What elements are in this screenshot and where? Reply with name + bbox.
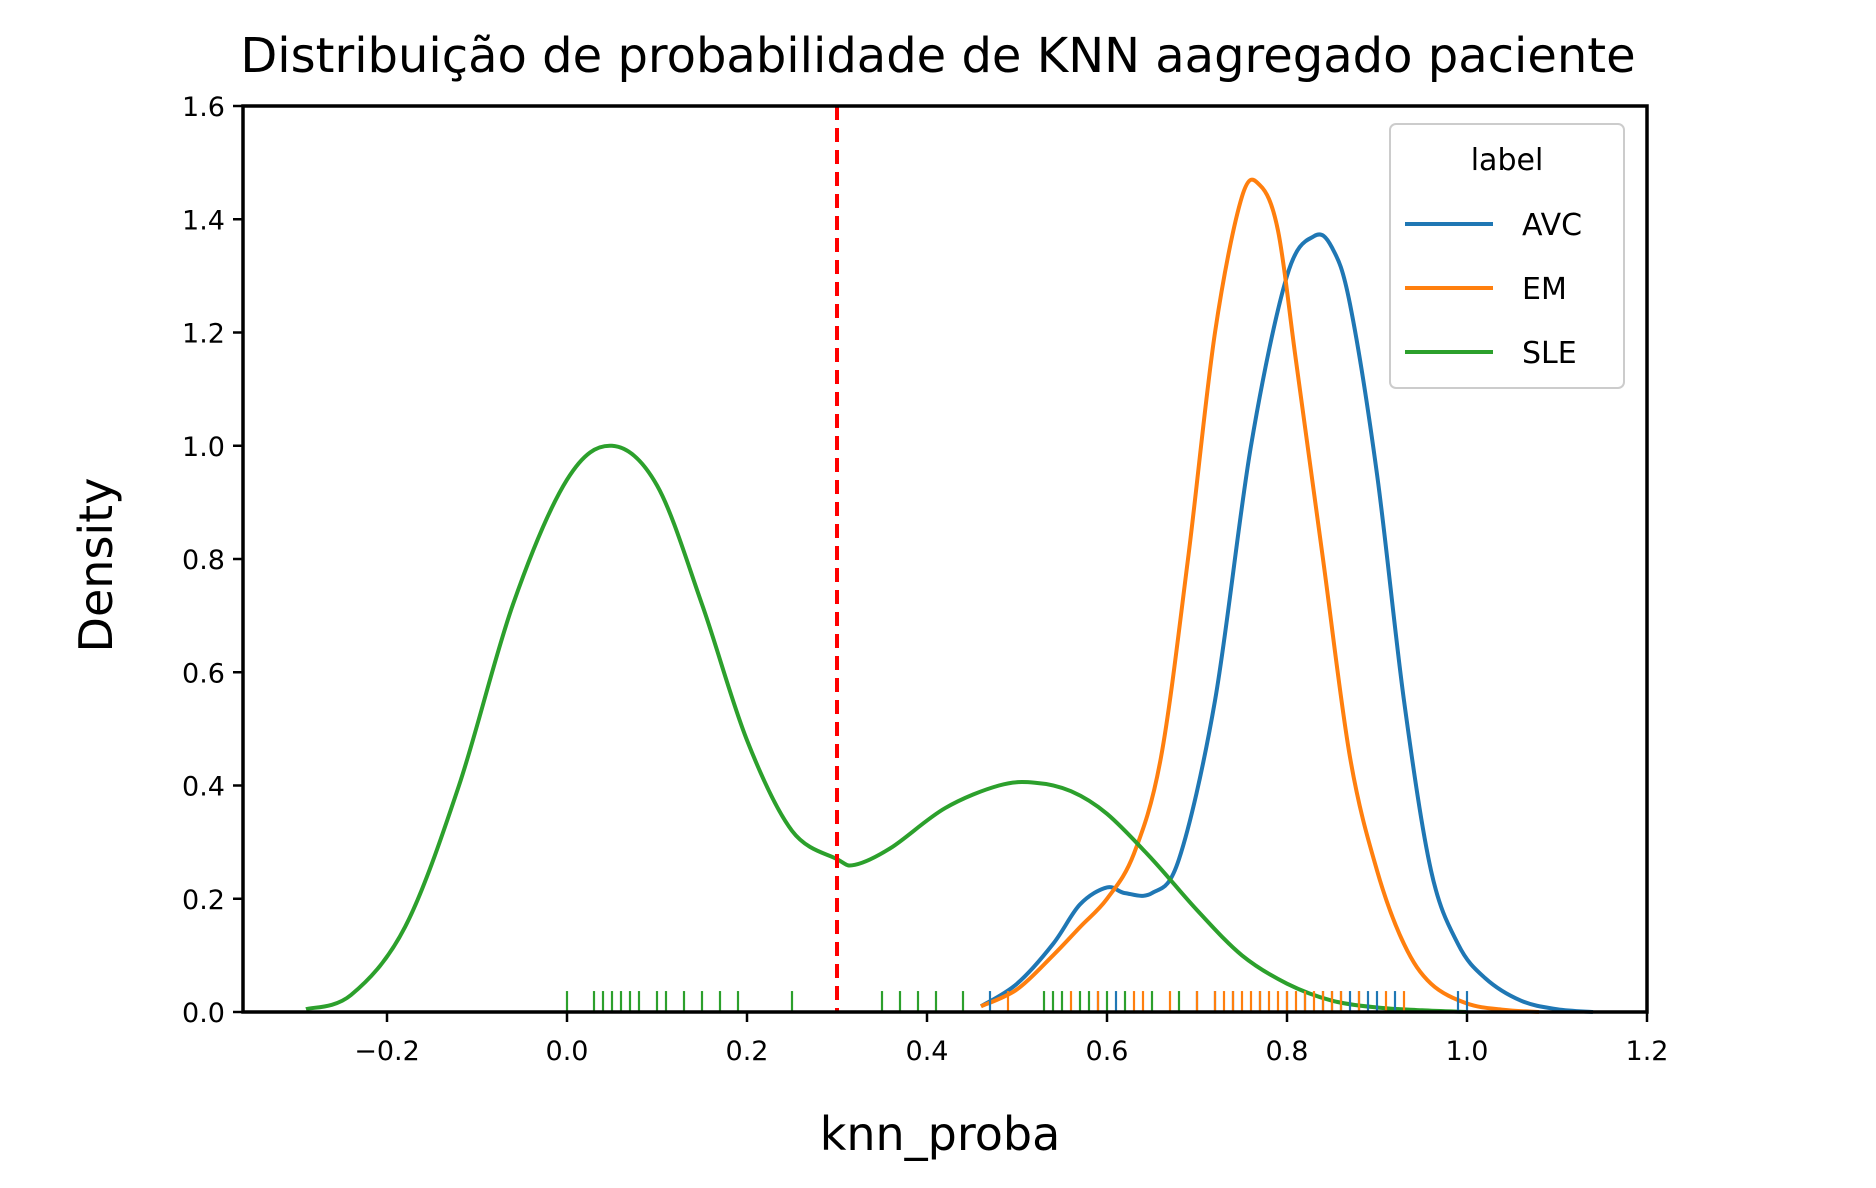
y-tick-label: 0.4 [182, 772, 225, 803]
x-tick-label: 0.4 [906, 1036, 949, 1067]
y-tick-label: 0.2 [182, 885, 225, 916]
x-axis-label: knn_proba [820, 1107, 1061, 1161]
y-tick-label: 1.2 [182, 319, 225, 350]
y-tick-label: 1.0 [182, 432, 225, 463]
legend: label AVC EM SLE [1389, 123, 1625, 389]
y-axis-label: Density [69, 478, 123, 653]
rug-marks [565, 991, 1469, 1012]
chart-title: Distribuição de probabilidade de KNN aag… [240, 28, 1635, 84]
x-tick-label: 1.0 [1446, 1036, 1489, 1067]
density-curve-sle [305, 443, 1468, 1014]
plot-frame [241, 104, 1649, 1014]
density-curves [305, 177, 1594, 1014]
legend-box [1389, 123, 1625, 389]
axis-ticks: −0.2 0.0 0.2 0.4 0.6 0.8 1.0 1.2 0.0 0.2 0.4 0.6 0.8… [182, 92, 1668, 1067]
legend-label-avc: AVC [1522, 208, 1582, 243]
y-tick-label: 0.6 [182, 658, 225, 689]
density-curve-avc [979, 232, 1594, 1014]
y-tick-label: 0.0 [182, 998, 225, 1029]
y-tick-label: 0.8 [182, 545, 225, 576]
y-tick-label: 1.6 [182, 92, 225, 123]
legend-title: label [1471, 143, 1544, 178]
x-tick-label: 1.2 [1626, 1036, 1669, 1067]
x-tick-label: 0.0 [546, 1036, 589, 1067]
x-tick-label: −0.2 [354, 1036, 420, 1067]
density-curve-em [980, 177, 1540, 1014]
legend-label-em: EM [1522, 272, 1567, 307]
x-tick-label: 0.2 [726, 1036, 769, 1067]
legend-label-sle: SLE [1522, 336, 1577, 371]
y-tick-label: 1.4 [182, 205, 225, 236]
x-tick-label: 0.6 [1086, 1036, 1129, 1067]
x-tick-label: 0.8 [1266, 1036, 1309, 1067]
